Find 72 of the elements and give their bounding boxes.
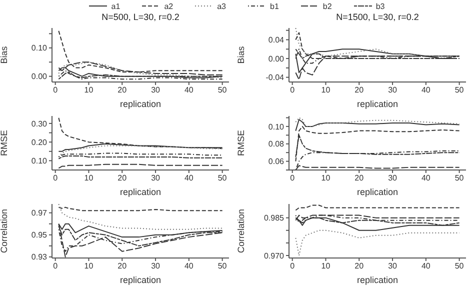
x-tick-label: 40 xyxy=(184,262,194,271)
x-tick-label: 0 xyxy=(290,262,296,271)
y-axis-title: Correlation xyxy=(236,208,246,254)
y-tick-label: 0.93 xyxy=(31,252,48,262)
legend-label: a3 xyxy=(217,2,226,10)
x-tick-label: 0 xyxy=(290,86,296,95)
x-tick-label: 40 xyxy=(421,86,431,95)
legend-label: b1 xyxy=(270,2,279,10)
x-axis-title: replication xyxy=(356,274,400,287)
y-tick-label: 0.10 xyxy=(31,44,48,53)
legend-label: a1 xyxy=(111,2,120,10)
x-tick-label: 0 xyxy=(290,174,296,183)
y-tick-label: 0.20 xyxy=(31,138,48,147)
x-tick-label: 30 xyxy=(151,86,161,95)
x-tick-label: 30 xyxy=(151,174,161,183)
y-axis-title: RMSE xyxy=(236,130,246,156)
x-tick-label: 50 xyxy=(454,86,464,95)
x-axis-title: replication xyxy=(118,274,162,287)
x-tick-label: 40 xyxy=(421,174,431,183)
x-tick-label: 10 xyxy=(321,174,331,183)
legend-label: b3 xyxy=(376,2,385,10)
x-tick-label: 10 xyxy=(84,174,94,183)
x-tick-label: 40 xyxy=(184,86,194,95)
x-tick-label: 10 xyxy=(321,86,331,95)
x-tick-label: 40 xyxy=(184,174,194,183)
legend-label: a2 xyxy=(164,2,174,10)
y-axis-title: Bias xyxy=(236,46,246,64)
y-tick-label: 0.04 xyxy=(268,36,285,45)
x-axis-title: replication xyxy=(118,98,162,111)
x-tick-label: 30 xyxy=(388,262,398,271)
y-tick-label: 0.10 xyxy=(31,156,48,166)
x-tick-label: 0 xyxy=(53,262,58,271)
x-tick-label: 30 xyxy=(151,262,161,271)
y-tick-label: 0.985 xyxy=(264,214,285,223)
x-tick-label: 20 xyxy=(118,174,128,183)
y-tick-label: 0.97 xyxy=(31,208,48,218)
x-axis-title: replication xyxy=(118,186,162,199)
x-tick-label: 20 xyxy=(354,262,364,271)
x-tick-label: 50 xyxy=(218,86,228,95)
x-tick-label: 10 xyxy=(84,86,94,95)
x-tick-label: 20 xyxy=(118,262,128,271)
x-tick-label: 10 xyxy=(321,262,331,271)
y-tick-label: 0.10 xyxy=(268,122,285,132)
x-tick-label: 20 xyxy=(354,86,364,95)
y-axis-title: Bias xyxy=(0,46,10,64)
chart-title: N=1500, L=30, r=0.2 xyxy=(335,12,420,22)
y-tick-label: 0.30 xyxy=(31,119,48,128)
x-tick-label: 30 xyxy=(388,86,398,95)
x-axis-title: replication xyxy=(356,186,400,199)
y-axis-title: Correlation xyxy=(0,208,10,254)
y-tick-label: 0.970 xyxy=(264,251,285,260)
x-tick-label: 0 xyxy=(53,174,58,183)
x-tick-label: 20 xyxy=(118,86,128,95)
y-axis-title: RMSE xyxy=(0,130,10,156)
y-tick-label: 0.08 xyxy=(268,140,285,149)
y-tick-label: 0.00 xyxy=(268,54,285,64)
chart-title: N=500, L=30, r=0.2 xyxy=(100,12,180,22)
x-tick-label: 50 xyxy=(218,262,228,271)
x-tick-label: 50 xyxy=(454,174,464,183)
legend-label: b2 xyxy=(322,2,332,10)
x-tick-label: 50 xyxy=(454,262,464,271)
x-tick-label: 40 xyxy=(421,262,431,271)
x-tick-label: 30 xyxy=(388,174,398,183)
y-tick-label: 0.06 xyxy=(268,157,285,166)
x-tick-label: 0 xyxy=(53,86,58,95)
x-tick-label: 10 xyxy=(84,262,94,271)
y-tick-label: -0.04 xyxy=(266,73,285,82)
y-tick-label: 0.95 xyxy=(31,230,48,240)
x-tick-label: 20 xyxy=(354,174,364,183)
x-axis-title: replication xyxy=(356,98,400,111)
y-tick-label: 0.00 xyxy=(31,72,48,82)
x-tick-label: 50 xyxy=(218,174,228,183)
